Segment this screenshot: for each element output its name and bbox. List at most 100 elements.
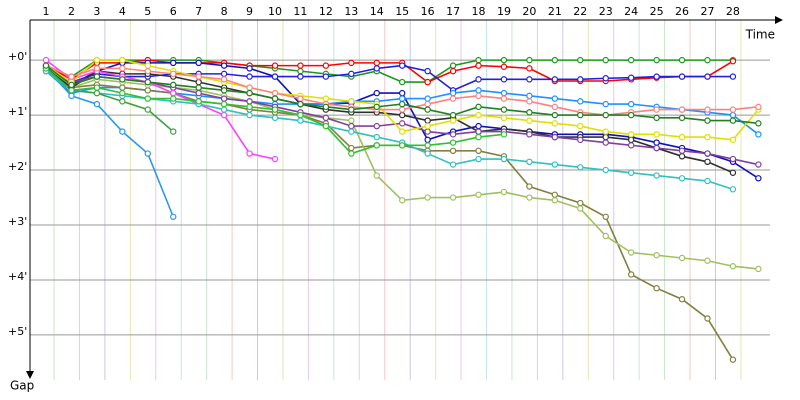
data-point <box>475 56 482 64</box>
data-point <box>627 136 635 144</box>
x-tick-label: 11 <box>293 5 307 18</box>
data-point <box>93 84 101 91</box>
data-point <box>424 95 431 102</box>
data-point <box>398 106 406 113</box>
series-line <box>45 67 734 174</box>
data-point <box>526 158 533 166</box>
data-point <box>297 111 304 119</box>
data-point <box>195 84 202 91</box>
data-point <box>526 183 533 190</box>
data-point <box>678 114 686 122</box>
x-tick-label: 27 <box>700 5 714 18</box>
x-tick-label: 13 <box>344 5 358 18</box>
data-point <box>398 78 406 86</box>
data-point <box>322 62 330 69</box>
x-tick-label: 19 <box>497 5 511 18</box>
y-tick-label: +5' <box>8 325 27 338</box>
data-point <box>68 92 75 100</box>
series-line <box>45 59 276 160</box>
data-point <box>373 133 380 141</box>
data-point <box>271 73 279 80</box>
data-point <box>144 87 151 94</box>
data-point <box>398 120 406 127</box>
data-point <box>170 89 177 97</box>
data-point <box>755 265 762 273</box>
data-point <box>93 100 101 108</box>
data-point <box>526 92 533 100</box>
data-point <box>526 56 533 64</box>
data-point <box>271 89 279 97</box>
data-point <box>678 147 686 155</box>
data-point <box>627 56 635 64</box>
data-point <box>627 249 635 256</box>
data-point <box>271 106 279 113</box>
data-point <box>119 128 126 135</box>
data-point <box>729 186 737 193</box>
data-point <box>195 98 202 105</box>
data-point <box>678 175 686 182</box>
data-point <box>449 117 457 124</box>
data-point <box>653 114 660 122</box>
data-point <box>500 95 508 102</box>
data-point <box>449 95 457 102</box>
data-point <box>348 122 355 130</box>
x-tick-label: 20 <box>522 5 536 18</box>
data-point <box>678 133 686 141</box>
data-point <box>475 62 482 69</box>
data-point <box>220 70 228 78</box>
data-point <box>424 67 431 75</box>
data-point <box>373 59 380 67</box>
x-tick-label: 24 <box>624 5 638 18</box>
data-point <box>246 103 253 111</box>
data-point <box>246 111 253 119</box>
data-point <box>449 131 457 138</box>
data-point <box>678 73 686 80</box>
data-point <box>373 142 380 149</box>
data-point <box>93 73 101 80</box>
data-point <box>220 111 228 119</box>
data-point <box>475 128 482 135</box>
data-point <box>195 73 202 80</box>
data-point <box>170 70 177 78</box>
data-point <box>119 84 126 91</box>
x-tick-label: 2 <box>68 5 75 18</box>
data-point <box>526 65 533 72</box>
data-point <box>297 95 304 102</box>
data-point <box>119 76 126 83</box>
data-point <box>678 56 686 64</box>
data-point <box>449 62 457 69</box>
data-point <box>424 194 431 201</box>
x-tick-label: 25 <box>650 5 664 18</box>
data-point <box>500 114 508 122</box>
x-tick-label: 23 <box>599 5 613 18</box>
data-point <box>144 106 151 113</box>
data-point <box>526 117 533 124</box>
data-point <box>704 106 711 113</box>
data-point <box>246 150 253 157</box>
data-point <box>602 213 609 220</box>
data-point <box>93 89 101 97</box>
data-point <box>653 144 660 152</box>
data-point <box>475 103 482 111</box>
series-line <box>45 59 734 84</box>
data-point <box>398 111 406 119</box>
data-point <box>271 95 279 102</box>
data-point <box>68 81 75 89</box>
data-point <box>602 139 609 146</box>
data-point <box>729 155 737 163</box>
data-point <box>551 76 559 83</box>
data-point <box>220 100 228 108</box>
data-point <box>119 56 126 64</box>
data-point <box>627 74 635 81</box>
data-point <box>246 65 253 72</box>
data-point <box>424 128 431 135</box>
x-tick-label: 5 <box>144 5 151 18</box>
data-point <box>475 147 482 155</box>
data-point <box>500 89 508 97</box>
x-tick-label: 3 <box>93 5 100 18</box>
data-point <box>627 111 635 119</box>
data-point <box>729 356 737 363</box>
data-point <box>195 89 202 97</box>
data-point <box>704 150 711 157</box>
